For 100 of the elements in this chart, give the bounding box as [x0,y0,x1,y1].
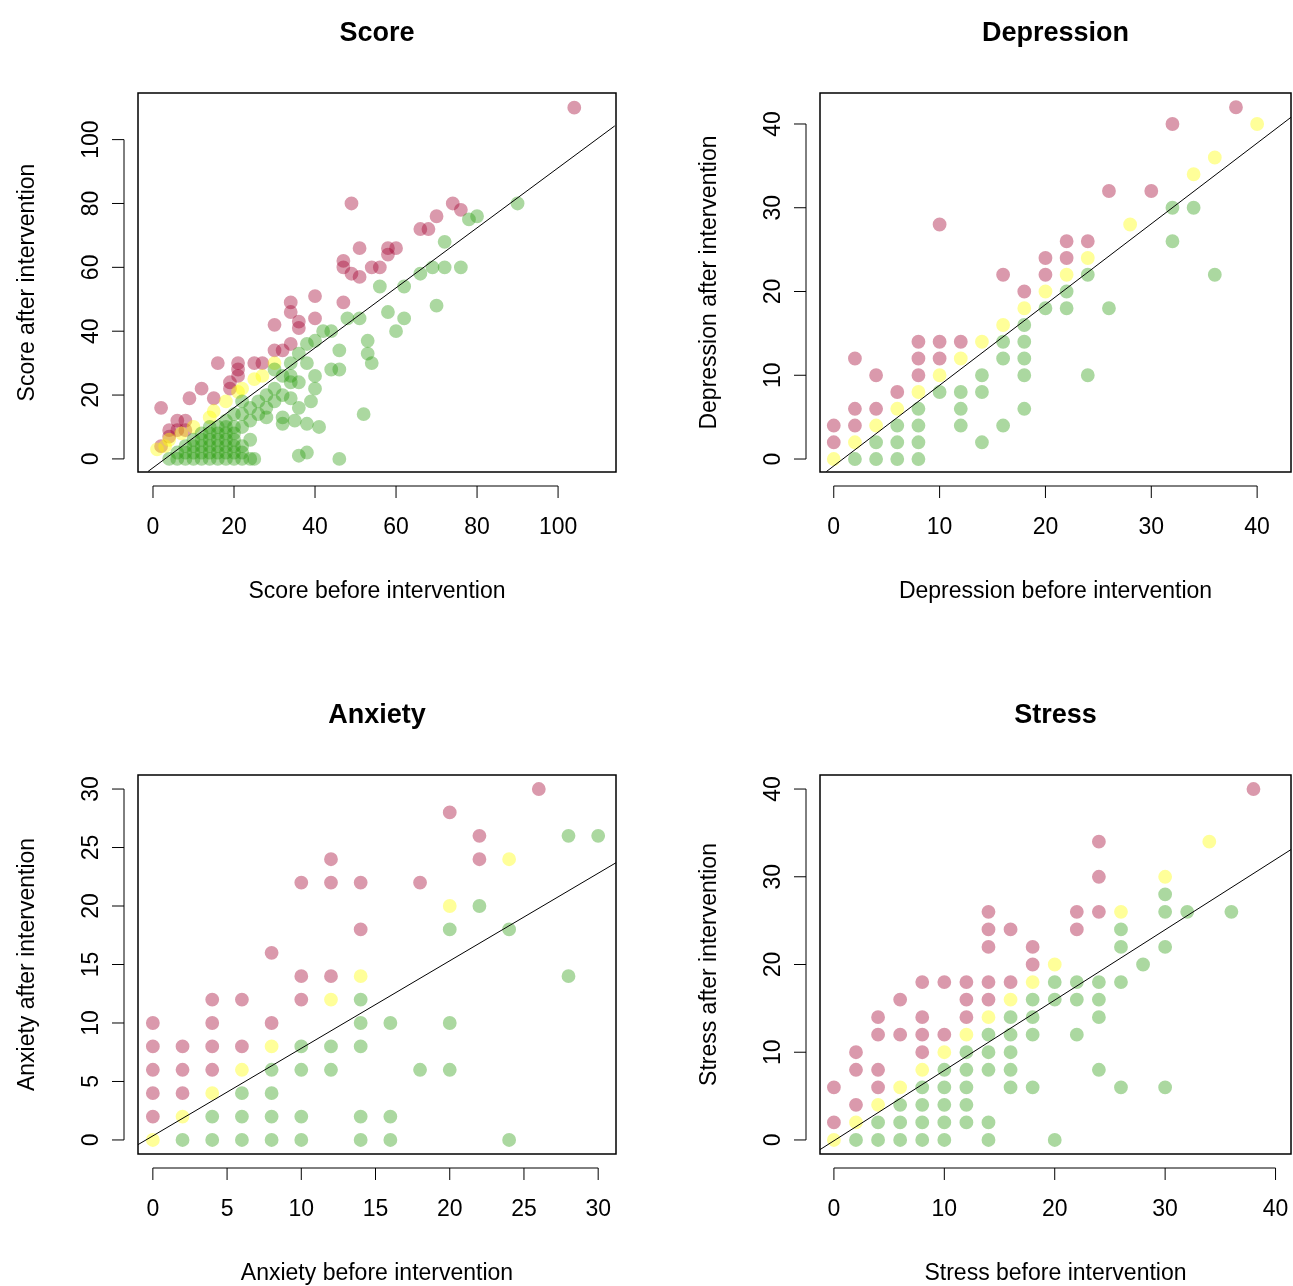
point [205,1062,220,1077]
point [294,1109,309,1124]
point [1123,217,1138,232]
point [413,875,427,890]
point [372,260,387,275]
point [915,1045,930,1060]
x-axis-title: Anxiety before intervention [240,1259,514,1285]
x-tick-label: 10 [926,513,953,539]
point [352,241,367,256]
point [264,1016,279,1030]
point [1025,1080,1040,1095]
point [871,1027,885,1042]
point [848,452,862,466]
point [353,922,368,937]
point [893,1097,908,1112]
point [1003,922,1018,937]
x-tick-label: 0 [146,1195,160,1221]
point [353,969,368,984]
point [932,368,947,383]
point [205,992,220,1007]
point [145,1039,160,1054]
point [893,1080,908,1095]
x-tick-label: 15 [362,1195,389,1221]
point [911,334,926,349]
point [890,418,905,433]
point [1080,234,1095,249]
point [959,1027,974,1042]
y-tick-label: 20 [759,278,785,305]
point [890,435,905,450]
point [1017,401,1032,416]
point [975,368,989,383]
point [175,1039,190,1054]
point [1047,957,1062,972]
point [959,992,974,1007]
point [959,1010,974,1025]
point [145,1086,160,1101]
point [264,1109,279,1124]
point [175,1062,190,1077]
point [981,922,996,937]
point [937,1045,952,1060]
point [1114,922,1128,937]
point [591,828,606,843]
point [275,343,290,358]
point [893,1133,908,1147]
y-axis-title: Score after intervention [13,163,39,402]
point [1186,200,1201,215]
point [294,969,309,984]
x-tick-label: 0 [827,513,841,539]
y-axis-title: Depression after intervention [695,135,721,430]
point [1047,1133,1062,1147]
point [442,1062,457,1077]
y-tick-label: 80 [77,190,103,217]
point [206,391,221,406]
point [1038,251,1053,265]
point [1017,351,1032,366]
point [981,1045,996,1060]
point [442,1016,457,1030]
x-tick-label: 20 [1041,1195,1068,1221]
point [981,1115,996,1130]
point [869,418,884,433]
y-tick-label: 20 [759,951,785,978]
point [1246,782,1261,796]
point [383,1133,398,1147]
y-axis-title: Stress after intervention [695,843,721,1086]
point [915,1027,930,1042]
point [953,385,968,399]
point [264,1039,279,1054]
point [145,1109,160,1124]
point [154,400,168,415]
y-tick-label: 40 [759,776,785,802]
point [953,418,968,433]
point [264,1086,279,1101]
point [205,1086,220,1101]
point [953,351,968,366]
point [1025,992,1040,1007]
point [324,969,338,984]
point [996,351,1011,366]
point [848,351,862,366]
point [915,1133,930,1147]
point [893,1027,908,1042]
point [893,1115,908,1130]
point [1025,940,1040,954]
point [981,992,996,1007]
point [442,922,457,937]
x-tick-label: 10 [931,1195,958,1221]
point [1165,234,1180,249]
point [1047,975,1062,989]
point [849,1133,863,1147]
point [1102,184,1116,198]
point [848,418,862,433]
point [264,945,279,960]
point [1017,368,1032,383]
point [959,1062,974,1077]
chart-title: Depression [981,17,1130,47]
point [1003,975,1018,989]
point [869,452,884,466]
y-tick-label: 0 [77,1133,103,1147]
point [1003,992,1018,1007]
point [826,435,841,450]
point [381,247,395,262]
